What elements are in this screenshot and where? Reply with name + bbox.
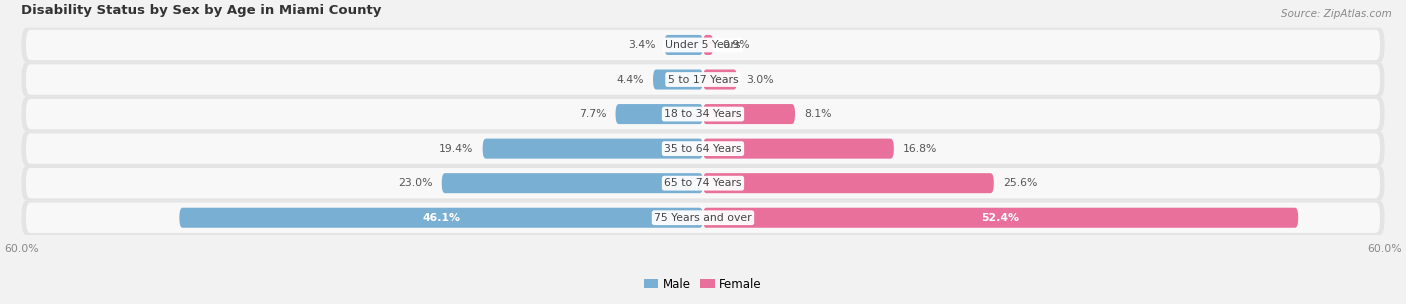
Text: 25.6%: 25.6% <box>1002 178 1038 188</box>
FancyBboxPatch shape <box>703 173 994 193</box>
FancyBboxPatch shape <box>27 30 1379 60</box>
Text: 3.0%: 3.0% <box>747 74 773 85</box>
FancyBboxPatch shape <box>27 99 1379 129</box>
FancyBboxPatch shape <box>703 35 713 55</box>
Text: 19.4%: 19.4% <box>439 143 474 154</box>
Text: 16.8%: 16.8% <box>903 143 938 154</box>
FancyBboxPatch shape <box>665 35 703 55</box>
FancyBboxPatch shape <box>21 131 1385 166</box>
Text: 35 to 64 Years: 35 to 64 Years <box>664 143 742 154</box>
FancyBboxPatch shape <box>27 133 1379 164</box>
FancyBboxPatch shape <box>21 200 1385 235</box>
Text: Source: ZipAtlas.com: Source: ZipAtlas.com <box>1281 9 1392 19</box>
FancyBboxPatch shape <box>482 139 703 159</box>
FancyBboxPatch shape <box>703 104 794 124</box>
FancyBboxPatch shape <box>180 208 703 228</box>
Text: 5 to 17 Years: 5 to 17 Years <box>668 74 738 85</box>
FancyBboxPatch shape <box>652 70 703 90</box>
FancyBboxPatch shape <box>703 139 894 159</box>
FancyBboxPatch shape <box>441 173 703 193</box>
FancyBboxPatch shape <box>21 62 1385 97</box>
Text: 18 to 34 Years: 18 to 34 Years <box>664 109 742 119</box>
FancyBboxPatch shape <box>27 64 1379 95</box>
FancyBboxPatch shape <box>21 97 1385 131</box>
FancyBboxPatch shape <box>703 70 737 90</box>
FancyBboxPatch shape <box>27 202 1379 233</box>
FancyBboxPatch shape <box>21 166 1385 200</box>
FancyBboxPatch shape <box>27 168 1379 199</box>
Text: 46.1%: 46.1% <box>422 213 460 223</box>
Text: 3.4%: 3.4% <box>628 40 655 50</box>
FancyBboxPatch shape <box>616 104 703 124</box>
Text: 52.4%: 52.4% <box>981 213 1019 223</box>
Text: Under 5 Years: Under 5 Years <box>665 40 741 50</box>
FancyBboxPatch shape <box>703 208 1298 228</box>
Text: 7.7%: 7.7% <box>579 109 606 119</box>
Text: 65 to 74 Years: 65 to 74 Years <box>664 178 742 188</box>
Text: 23.0%: 23.0% <box>398 178 433 188</box>
Legend: Male, Female: Male, Female <box>640 273 766 295</box>
FancyBboxPatch shape <box>21 28 1385 62</box>
Text: Disability Status by Sex by Age in Miami County: Disability Status by Sex by Age in Miami… <box>21 4 382 17</box>
Text: 75 Years and over: 75 Years and over <box>654 213 752 223</box>
Text: 4.4%: 4.4% <box>616 74 644 85</box>
Text: 8.1%: 8.1% <box>804 109 831 119</box>
Text: 0.9%: 0.9% <box>723 40 749 50</box>
